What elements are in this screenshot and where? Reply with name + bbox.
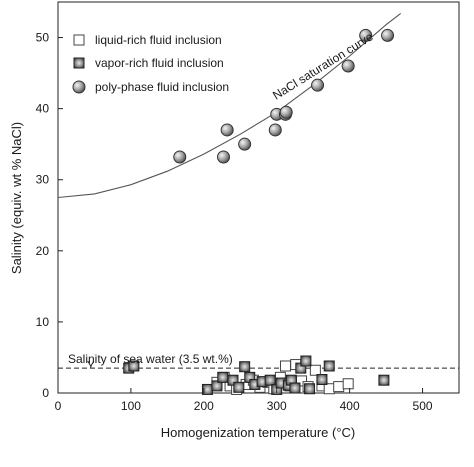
sea-water-label: Salinity of sea water (3.5 wt.%) [68, 352, 233, 366]
y-tick-label: 50 [36, 31, 50, 45]
vapor-rich-point [128, 360, 140, 372]
poly-phase-point [311, 78, 325, 92]
vapor-rich-point [211, 380, 223, 392]
sea-water-arrowhead [87, 360, 95, 368]
x-tick-label: 400 [340, 399, 360, 413]
liquid-rich-point [279, 360, 291, 372]
y-axis-label: Salinity (equiv. wt % NaCl) [9, 122, 24, 274]
poly-phase-point [238, 137, 252, 151]
legend-marker-liquid-rich-point [73, 34, 85, 46]
poly-phase-point [341, 59, 355, 73]
vapor-rich-point [289, 382, 301, 394]
x-tick-label: 0 [55, 399, 62, 413]
poly-phase-point [217, 150, 231, 164]
vapor-rich-point [316, 373, 328, 385]
y-tick-label: 10 [36, 315, 50, 329]
liquid-rich-point [323, 383, 335, 395]
y-tick-label: 0 [42, 386, 49, 400]
x-tick-label: 200 [194, 399, 214, 413]
legend-label: vapor-rich fluid inclusion [95, 56, 224, 70]
saturation-curve-label: NaCl saturation curve [270, 29, 376, 102]
vapor-rich-point [264, 374, 276, 386]
vapor-rich-point [233, 381, 245, 393]
y-tick-label: 20 [36, 244, 50, 258]
y-tick-label: 40 [36, 102, 50, 116]
poly-phase-point [220, 123, 234, 137]
poly-phase-point [173, 150, 187, 164]
y-tick-label: 30 [36, 173, 50, 187]
vapor-rich-point [300, 355, 312, 367]
poly-phase-point [359, 28, 373, 42]
poly-phase-point [279, 105, 293, 119]
vapor-rich-point [227, 374, 239, 386]
legend-label: poly-phase fluid inclusion [95, 80, 229, 94]
legend-label: liquid-rich fluid inclusion [95, 33, 222, 47]
axis-ticks: 0 100 200 300 400 500 0 10 20 30 40 50 [36, 31, 433, 413]
vapor-rich-point [304, 383, 316, 395]
poly-phase-point [268, 123, 282, 137]
vapor-rich-point [323, 360, 335, 372]
x-tick-label: 300 [267, 399, 287, 413]
vapor-rich-point [217, 371, 229, 383]
x-tick-label: 100 [121, 399, 141, 413]
data-points [123, 28, 395, 395]
vapor-rich-point [239, 361, 251, 373]
vapor-rich-point [378, 374, 390, 386]
nacl-saturation-curve [58, 12, 402, 199]
legend-marker-vapor-rich-point [73, 57, 85, 69]
liquid-rich-point [333, 381, 345, 393]
x-axis-label: Homogenization temperature (°C) [161, 425, 356, 440]
liquid-rich-point [342, 378, 354, 390]
legend: liquid-rich fluid inclusion vapor-rich fl… [72, 33, 229, 94]
poly-phase-point [381, 28, 395, 42]
x-tick-label: 500 [413, 399, 433, 413]
legend-marker-poly-phase-point [72, 80, 86, 94]
liquid-rich-point [309, 364, 321, 376]
